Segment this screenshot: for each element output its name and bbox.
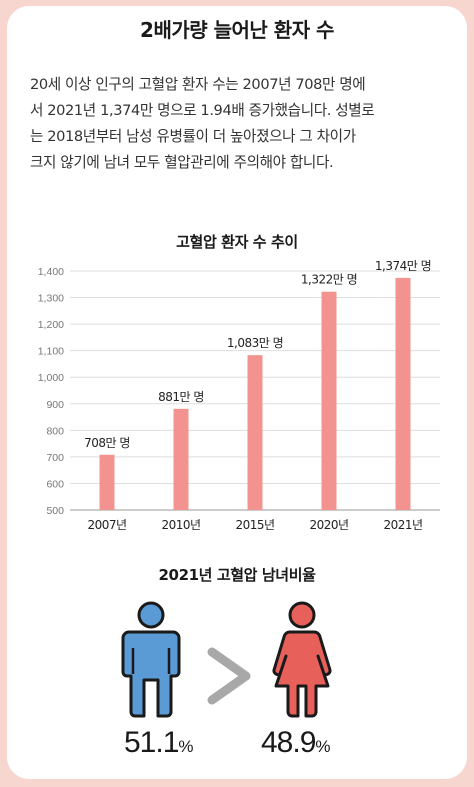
data-label: 708만 명	[84, 436, 130, 450]
x-tick-label: 2010년	[161, 518, 200, 532]
x-tick-label: 2007년	[87, 518, 126, 532]
chart-title: 고혈압 환자 수 추이	[176, 233, 298, 251]
male-person-icon	[121, 601, 181, 718]
infographic-card	[7, 6, 467, 779]
female-person-icon	[272, 601, 332, 718]
male-percentage: 51.1%	[124, 726, 194, 759]
y-tick-label: 900	[46, 399, 64, 411]
description-line: 20세 이상 인구의 고혈압 환자 수는 2007년 708만 명에	[30, 76, 366, 93]
y-tick-label: 1,400	[38, 266, 64, 278]
y-tick-label: 1,100	[38, 346, 64, 358]
page-title: 2배가량 늘어난 환자 수	[140, 18, 334, 42]
greater-than-chevron-icon	[207, 647, 251, 705]
bar	[395, 277, 411, 510]
bar	[321, 291, 337, 510]
bar	[99, 454, 115, 510]
y-tick-label: 1,000	[38, 372, 64, 384]
y-tick-label: 800	[46, 425, 64, 437]
bar	[247, 355, 263, 510]
data-label: 1,374만 명	[375, 259, 431, 273]
description-line: 는 2018년부터 남성 유병률이 더 높아졌으나 그 차이가	[30, 128, 356, 145]
x-tick-label: 2020년	[309, 518, 348, 532]
description-line: 서 2021년 1,374만 명으로 1.94배 증가했습니다. 성별로	[30, 102, 375, 119]
y-tick-label: 1,300	[38, 293, 64, 305]
bar	[173, 408, 189, 510]
description-line: 크지 않기에 남녀 모두 혈압관리에 주의해야 합니다.	[30, 154, 334, 171]
description-text: 20세 이상 인구의 고혈압 환자 수는 2007년 708만 명에 서 202…	[30, 72, 438, 176]
x-tick-label: 2015년	[235, 518, 274, 532]
data-label: 1,322만 명	[301, 273, 357, 287]
y-tick-label: 500	[46, 505, 64, 517]
y-tick-label: 600	[46, 478, 64, 490]
y-tick-label: 700	[46, 452, 64, 464]
data-label: 1,083만 명	[227, 336, 283, 350]
bar-chart: 500 600 700 800 900 1,000 1,100 1,200 1,300 1,400…	[38, 259, 440, 532]
gender-ratio-title: 2021년 고혈압 남녀비율	[158, 566, 316, 584]
data-label: 881만 명	[158, 390, 204, 404]
female-percentage: 48.9%	[261, 726, 331, 759]
x-tick-label: 2021년	[383, 518, 422, 532]
y-tick-label: 1,200	[38, 319, 64, 331]
